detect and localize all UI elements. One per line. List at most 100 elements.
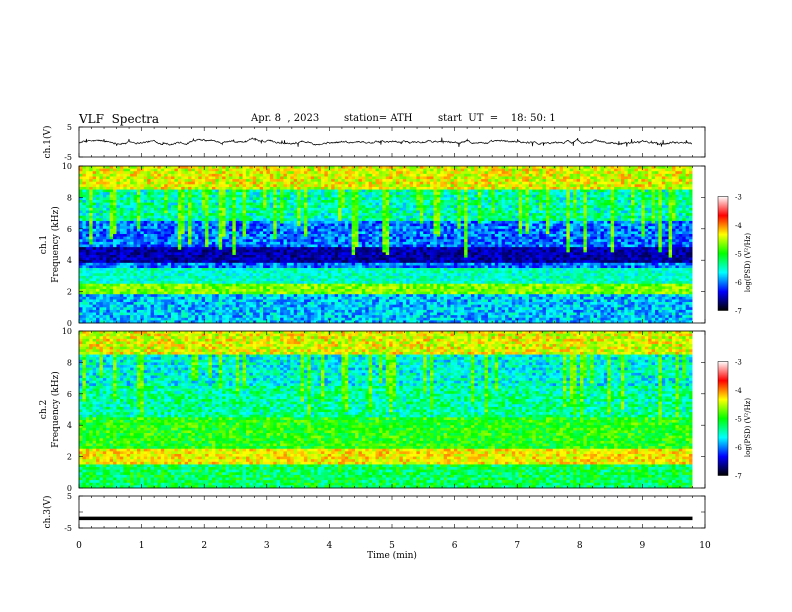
spectrogram-cell — [372, 231, 376, 234]
spectrogram-cell — [560, 184, 564, 187]
spectrogram-cell — [110, 192, 114, 195]
spectrogram-cell — [675, 218, 679, 221]
spectrogram-cell — [253, 166, 257, 169]
spectrogram-cell — [178, 166, 182, 169]
spectrogram-cell — [358, 224, 362, 227]
spectrogram-cell — [386, 171, 390, 174]
spectrogram-cell — [403, 192, 407, 195]
spectrogram-cell — [505, 208, 509, 211]
spectrogram-cell — [635, 221, 639, 224]
spectrogram-cell — [451, 171, 455, 174]
spectrogram-cell — [675, 229, 679, 232]
spectrogram-cell — [147, 200, 151, 203]
spectrogram-cell — [658, 166, 662, 169]
spectrogram-cell — [457, 203, 461, 206]
spectrogram-cell — [416, 192, 420, 195]
spectrogram-cell — [560, 234, 564, 237]
spectrogram-cell — [82, 166, 86, 169]
spectrogram-cell — [161, 176, 165, 179]
spectrogram-cell — [508, 216, 512, 219]
spectrogram-cell — [243, 197, 247, 200]
spectrogram-cell — [311, 224, 315, 227]
spectrogram-cell — [464, 210, 468, 213]
spectrogram-cell — [355, 179, 359, 182]
spectrogram-cell — [423, 200, 427, 203]
spectrogram-cell — [600, 210, 604, 213]
spectrogram-cell — [328, 216, 332, 219]
spectrogram-cell — [209, 203, 213, 206]
spectrogram-cell — [478, 210, 482, 213]
spectrogram-cell — [618, 208, 622, 211]
spectrogram-cell — [168, 210, 172, 213]
spectrogram-cell — [580, 182, 584, 185]
spectrogram-cell — [583, 190, 587, 193]
spectrogram-cell — [631, 221, 635, 224]
spectrogram-cell — [519, 166, 523, 169]
spectrogram-cell — [369, 210, 373, 213]
spectrogram-cell — [611, 216, 615, 219]
spectrogram-cell — [631, 226, 635, 229]
spectrogram-cell — [116, 218, 120, 221]
spectrogram-cell — [335, 169, 339, 172]
spectrogram-cell — [543, 176, 547, 179]
spectrogram-cell — [191, 200, 195, 203]
spectrogram-cell — [198, 221, 202, 224]
spectrogram-cell — [604, 176, 608, 179]
spectrogram-cell — [437, 182, 441, 185]
spectrogram-cell — [638, 179, 642, 182]
spectrogram-cell — [164, 174, 168, 177]
spectrogram-cell — [341, 210, 345, 213]
spectrogram-cell — [341, 203, 345, 206]
spectrogram-cell — [420, 174, 424, 177]
spectrogram-cell — [410, 166, 414, 169]
spectrogram-cell — [655, 184, 659, 187]
spectrogram-cell — [324, 182, 328, 185]
spectrogram-cell — [669, 195, 673, 198]
spectrogram-cell — [222, 205, 226, 208]
spectrogram-cell — [505, 224, 509, 227]
spectrogram-cell — [386, 229, 390, 232]
spectrogram-cell — [243, 221, 247, 224]
spectrogram-cell — [468, 231, 472, 234]
spectrogram-cell — [226, 179, 230, 182]
spectrogram-cell — [546, 171, 550, 174]
spectrogram-cell — [491, 184, 495, 187]
spectrogram-cell — [219, 231, 223, 234]
spectrogram-cell — [249, 197, 253, 200]
spectrogram-cell — [413, 169, 417, 172]
spectrogram-cell — [594, 221, 598, 224]
spectrogram-cell — [399, 218, 403, 221]
spectrogram-cell — [553, 231, 557, 234]
spectrogram-cell — [116, 234, 120, 237]
spectrogram-cell — [410, 210, 414, 213]
spectrogram-cell — [468, 210, 472, 213]
spectrogram-cell — [202, 200, 206, 203]
spectrogram-cell — [393, 187, 397, 190]
spectrogram-cell — [362, 197, 366, 200]
spectrogram-cell — [212, 176, 216, 179]
spectrogram-cell — [566, 221, 570, 224]
spectrogram-cell — [168, 195, 172, 198]
spectrogram-cell — [645, 182, 649, 185]
spectrogram-cell — [355, 208, 359, 211]
spectrogram-cell — [280, 234, 284, 237]
spectrogram-cell — [563, 195, 567, 198]
spectrogram-cell — [161, 171, 165, 174]
spectrogram-cell — [430, 174, 434, 177]
spectrogram-cell — [689, 234, 693, 237]
spectrogram-cell — [321, 213, 325, 216]
spectrogram-cell — [239, 192, 243, 195]
spectrogram-cell — [120, 234, 124, 237]
spectrogram-cell — [318, 224, 322, 227]
spectrogram-cell — [154, 210, 158, 213]
spectrogram-cell — [560, 179, 564, 182]
spectrogram-cell — [481, 234, 485, 237]
spectrogram-cell — [103, 179, 107, 182]
spectrogram-cell — [505, 184, 509, 187]
spectrogram-cell — [188, 226, 192, 229]
spectrogram-cell — [525, 169, 529, 172]
spectrogram-cell — [348, 218, 352, 221]
spectrogram-cell — [491, 213, 495, 216]
spectrogram-cell — [495, 218, 499, 221]
spectrogram-cell — [655, 192, 659, 195]
